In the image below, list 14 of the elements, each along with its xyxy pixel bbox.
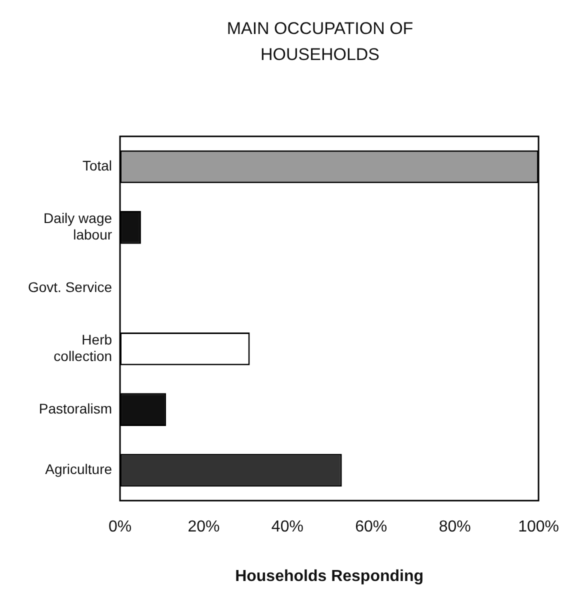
y-tick-label: Govt. Service [28, 279, 112, 296]
x-tick-label: 0% [108, 518, 132, 536]
x-tick-label: 40% [271, 518, 304, 536]
x-tick-label: 60% [355, 518, 388, 536]
x-axis-title: Households Responding [235, 568, 424, 585]
x-tick-label: 100% [518, 518, 559, 536]
chart-title: MAIN OCCUPATION OF HOUSEHOLDS [226, 18, 414, 66]
x-tick-label: 80% [438, 518, 471, 536]
y-tick-label: Herb collection [54, 331, 112, 364]
y-tick-label: Pastoralism [38, 400, 112, 416]
x-tick-label: 20% [188, 518, 220, 536]
y-tick-label: Daily wage labour [44, 210, 112, 243]
y-tick-label: Agriculture [45, 461, 112, 478]
y-tick-label: Total [82, 158, 112, 174]
